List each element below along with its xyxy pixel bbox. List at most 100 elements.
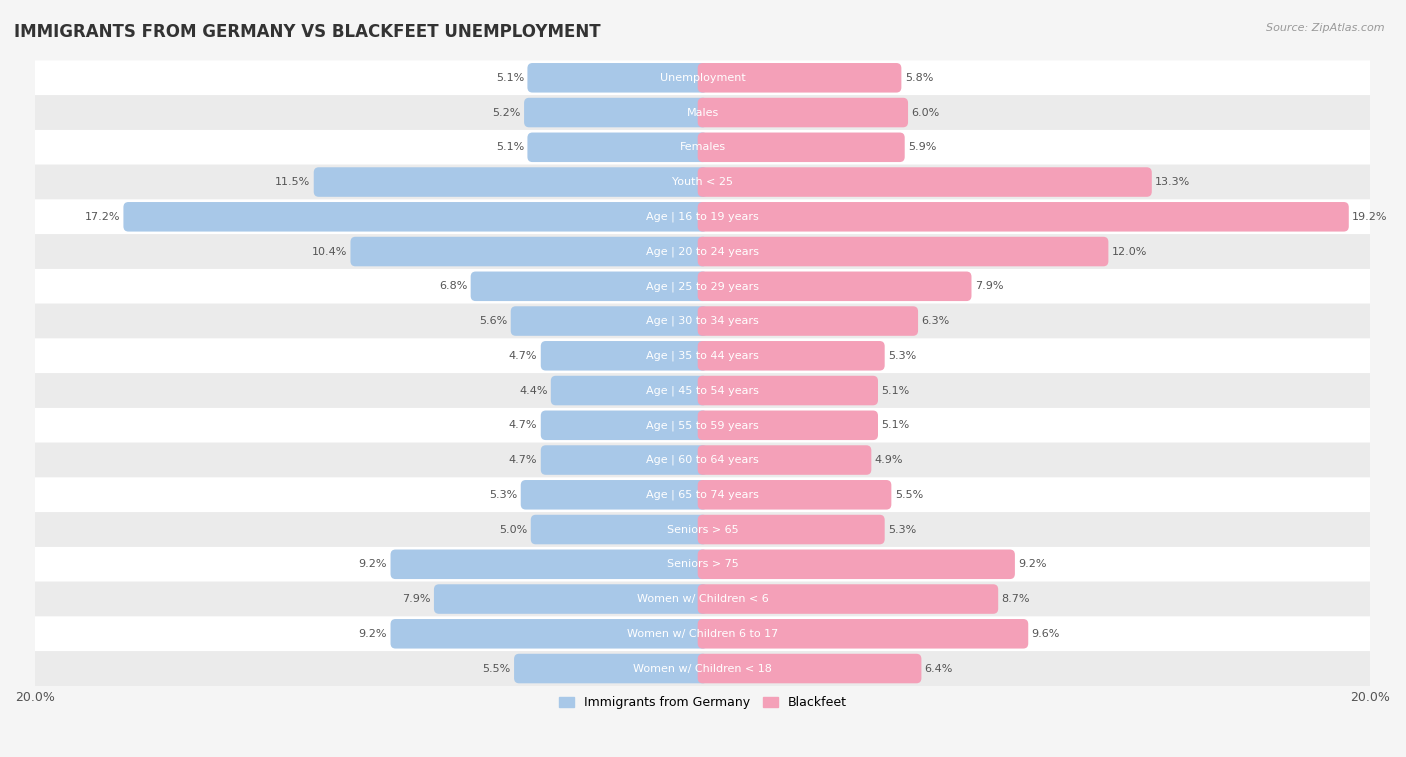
Text: 5.1%: 5.1%: [496, 73, 524, 83]
FancyBboxPatch shape: [35, 443, 1371, 478]
FancyBboxPatch shape: [35, 165, 1371, 199]
FancyBboxPatch shape: [530, 515, 707, 544]
Text: 5.1%: 5.1%: [882, 385, 910, 396]
Text: Source: ZipAtlas.com: Source: ZipAtlas.com: [1267, 23, 1385, 33]
Text: Seniors > 75: Seniors > 75: [666, 559, 738, 569]
Text: 10.4%: 10.4%: [312, 247, 347, 257]
FancyBboxPatch shape: [35, 547, 1371, 581]
Text: 6.0%: 6.0%: [911, 107, 939, 117]
FancyBboxPatch shape: [35, 61, 1371, 95]
Text: 9.6%: 9.6%: [1032, 629, 1060, 639]
FancyBboxPatch shape: [35, 408, 1371, 443]
FancyBboxPatch shape: [697, 132, 904, 162]
Text: 7.9%: 7.9%: [974, 282, 1004, 291]
Text: Women w/ Children < 18: Women w/ Children < 18: [633, 664, 772, 674]
FancyBboxPatch shape: [35, 199, 1371, 234]
FancyBboxPatch shape: [35, 512, 1371, 547]
FancyBboxPatch shape: [697, 515, 884, 544]
Text: Seniors > 65: Seniors > 65: [666, 525, 738, 534]
FancyBboxPatch shape: [697, 410, 877, 440]
FancyBboxPatch shape: [697, 167, 1152, 197]
Text: 8.7%: 8.7%: [1001, 594, 1031, 604]
FancyBboxPatch shape: [471, 272, 707, 301]
FancyBboxPatch shape: [35, 581, 1371, 616]
FancyBboxPatch shape: [541, 445, 707, 475]
Text: Age | 25 to 29 years: Age | 25 to 29 years: [647, 281, 759, 291]
Text: Women w/ Children < 6: Women w/ Children < 6: [637, 594, 769, 604]
Text: Youth < 25: Youth < 25: [672, 177, 733, 187]
Text: Males: Males: [686, 107, 718, 117]
Text: 11.5%: 11.5%: [276, 177, 311, 187]
Text: 5.5%: 5.5%: [894, 490, 922, 500]
Text: Age | 45 to 54 years: Age | 45 to 54 years: [647, 385, 759, 396]
Text: 5.3%: 5.3%: [889, 525, 917, 534]
FancyBboxPatch shape: [391, 550, 707, 579]
FancyBboxPatch shape: [35, 130, 1371, 165]
FancyBboxPatch shape: [124, 202, 707, 232]
Text: Age | 60 to 64 years: Age | 60 to 64 years: [647, 455, 759, 466]
Text: 12.0%: 12.0%: [1112, 247, 1147, 257]
Text: 5.0%: 5.0%: [499, 525, 527, 534]
Text: 9.2%: 9.2%: [359, 629, 387, 639]
FancyBboxPatch shape: [524, 98, 707, 127]
FancyBboxPatch shape: [35, 651, 1371, 686]
FancyBboxPatch shape: [697, 654, 921, 684]
Text: 13.3%: 13.3%: [1156, 177, 1191, 187]
Text: Age | 16 to 19 years: Age | 16 to 19 years: [647, 211, 759, 222]
Text: 9.2%: 9.2%: [1018, 559, 1046, 569]
FancyBboxPatch shape: [527, 132, 707, 162]
FancyBboxPatch shape: [434, 584, 707, 614]
Text: 7.9%: 7.9%: [402, 594, 430, 604]
Text: Women w/ Children 6 to 17: Women w/ Children 6 to 17: [627, 629, 779, 639]
FancyBboxPatch shape: [510, 307, 707, 336]
FancyBboxPatch shape: [541, 341, 707, 371]
Text: Age | 55 to 59 years: Age | 55 to 59 years: [647, 420, 759, 431]
FancyBboxPatch shape: [541, 410, 707, 440]
FancyBboxPatch shape: [697, 550, 1015, 579]
FancyBboxPatch shape: [697, 307, 918, 336]
Text: 5.6%: 5.6%: [479, 316, 508, 326]
Text: 4.9%: 4.9%: [875, 455, 903, 465]
Text: Age | 35 to 44 years: Age | 35 to 44 years: [647, 350, 759, 361]
Text: IMMIGRANTS FROM GERMANY VS BLACKFEET UNEMPLOYMENT: IMMIGRANTS FROM GERMANY VS BLACKFEET UNE…: [14, 23, 600, 41]
FancyBboxPatch shape: [527, 63, 707, 92]
FancyBboxPatch shape: [35, 304, 1371, 338]
Legend: Immigrants from Germany, Blackfeet: Immigrants from Germany, Blackfeet: [554, 691, 852, 714]
Text: 4.7%: 4.7%: [509, 420, 537, 430]
Text: 5.3%: 5.3%: [489, 490, 517, 500]
Text: 4.7%: 4.7%: [509, 455, 537, 465]
Text: Age | 65 to 74 years: Age | 65 to 74 years: [647, 490, 759, 500]
FancyBboxPatch shape: [35, 616, 1371, 651]
FancyBboxPatch shape: [314, 167, 707, 197]
FancyBboxPatch shape: [697, 63, 901, 92]
FancyBboxPatch shape: [350, 237, 707, 266]
Text: 5.8%: 5.8%: [904, 73, 934, 83]
FancyBboxPatch shape: [697, 584, 998, 614]
FancyBboxPatch shape: [35, 234, 1371, 269]
FancyBboxPatch shape: [515, 654, 707, 684]
FancyBboxPatch shape: [35, 338, 1371, 373]
FancyBboxPatch shape: [697, 480, 891, 509]
FancyBboxPatch shape: [697, 98, 908, 127]
Text: Age | 30 to 34 years: Age | 30 to 34 years: [647, 316, 759, 326]
FancyBboxPatch shape: [697, 237, 1108, 266]
Text: 6.4%: 6.4%: [925, 664, 953, 674]
Text: 5.1%: 5.1%: [496, 142, 524, 152]
FancyBboxPatch shape: [35, 269, 1371, 304]
Text: Age | 20 to 24 years: Age | 20 to 24 years: [647, 246, 759, 257]
FancyBboxPatch shape: [551, 375, 707, 405]
FancyBboxPatch shape: [697, 619, 1028, 649]
FancyBboxPatch shape: [35, 95, 1371, 130]
Text: 5.5%: 5.5%: [482, 664, 510, 674]
FancyBboxPatch shape: [697, 202, 1348, 232]
Text: Females: Females: [679, 142, 725, 152]
FancyBboxPatch shape: [391, 619, 707, 649]
Text: 6.8%: 6.8%: [439, 282, 467, 291]
FancyBboxPatch shape: [697, 375, 877, 405]
Text: 4.4%: 4.4%: [519, 385, 547, 396]
Text: 9.2%: 9.2%: [359, 559, 387, 569]
FancyBboxPatch shape: [35, 478, 1371, 512]
Text: 5.1%: 5.1%: [882, 420, 910, 430]
Text: 5.9%: 5.9%: [908, 142, 936, 152]
FancyBboxPatch shape: [520, 480, 707, 509]
